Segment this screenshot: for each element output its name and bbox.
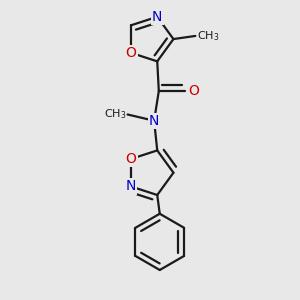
Text: CH$_3$: CH$_3$ (197, 29, 219, 43)
Text: N: N (152, 10, 162, 24)
Text: O: O (189, 84, 200, 98)
Text: N: N (126, 179, 136, 194)
Text: CH$_3$: CH$_3$ (103, 108, 126, 122)
Text: N: N (149, 114, 159, 128)
Text: O: O (126, 152, 136, 166)
Text: O: O (126, 46, 136, 60)
